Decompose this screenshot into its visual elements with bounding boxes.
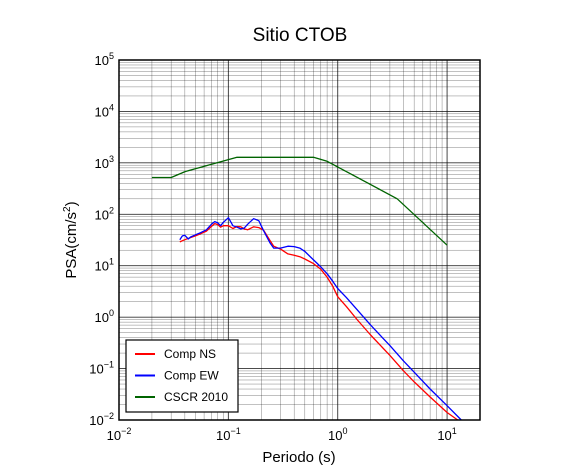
y-axis-label-tail: ) — [63, 201, 80, 206]
x-tick-labels: 10−2 10−1 100 101 — [107, 426, 457, 443]
grid-lines — [118, 59, 481, 421]
x-axis-label: Periodo (s) — [262, 449, 335, 466]
y-tick-label: 101 — [95, 257, 114, 274]
x-tick-label: 101 — [437, 426, 456, 443]
legend-label-1: Comp NS — [164, 347, 216, 361]
y-tick-label-exp: 5 — [109, 51, 114, 61]
legend: Comp NS Comp EW CSCR 2010 — [125, 339, 239, 413]
y-tick-label-exp: 0 — [109, 308, 114, 318]
y-tick-label-base: 10 — [95, 259, 109, 274]
y-tick-label-exp: 4 — [109, 102, 114, 112]
y-tick-label: 105 — [95, 51, 114, 68]
y-tick-label-base: 10 — [95, 310, 109, 325]
x-tick-label: 10−1 — [216, 426, 241, 443]
y-tick-label-base: 10 — [95, 156, 109, 171]
y-tick-label-exp: −1 — [104, 360, 114, 370]
x-tick-label-base: 10 — [328, 428, 342, 443]
series-lines — [151, 156, 462, 421]
x-tick-label-exp: 1 — [452, 426, 457, 436]
plot-frame — [118, 59, 481, 421]
legend-label-2: Comp EW — [164, 369, 219, 383]
y-tick-label-base: 10 — [89, 362, 103, 377]
x-tick-label-base: 10 — [107, 428, 121, 443]
y-tick-label: 10−2 — [89, 411, 114, 428]
x-tick-label: 10−2 — [107, 426, 132, 443]
x-tick-label-base: 10 — [216, 428, 230, 443]
y-tick-label-base: 10 — [95, 53, 109, 68]
x-tick-label-exp: −1 — [230, 426, 240, 436]
series-line-1 — [179, 222, 459, 421]
x-tick-label-exp: 0 — [342, 426, 347, 436]
series-line-3 — [151, 156, 448, 246]
legend-label-3: CSCR 2010 — [164, 390, 228, 404]
y-axis-label-base: PSA(cm/s — [63, 212, 80, 279]
x-tick-label-exp: −2 — [121, 426, 131, 436]
y-axis-label-sup: 2 — [62, 206, 73, 212]
x-tick-label: 100 — [328, 426, 347, 443]
y-tick-label-base: 10 — [89, 413, 103, 428]
y-tick-label-base: 10 — [95, 104, 109, 119]
y-tick-label: 102 — [95, 205, 114, 222]
y-tick-label: 10−1 — [89, 360, 114, 377]
y-tick-label-exp: −2 — [104, 411, 114, 421]
x-tick-label-base: 10 — [437, 428, 451, 443]
y-tick-label: 103 — [95, 154, 114, 171]
y-tick-label-exp: 2 — [109, 205, 114, 215]
y-tick-label-base: 10 — [95, 207, 109, 222]
series-line-2 — [179, 217, 462, 421]
y-tick-label: 104 — [95, 102, 114, 119]
y-axis-label: PSA(cm/s2) — [62, 201, 80, 278]
y-tick-label: 100 — [95, 308, 114, 325]
y-tick-label-exp: 1 — [109, 257, 114, 267]
chart-title: Sitio CTOB — [253, 25, 348, 46]
y-tick-label-exp: 3 — [109, 154, 114, 164]
